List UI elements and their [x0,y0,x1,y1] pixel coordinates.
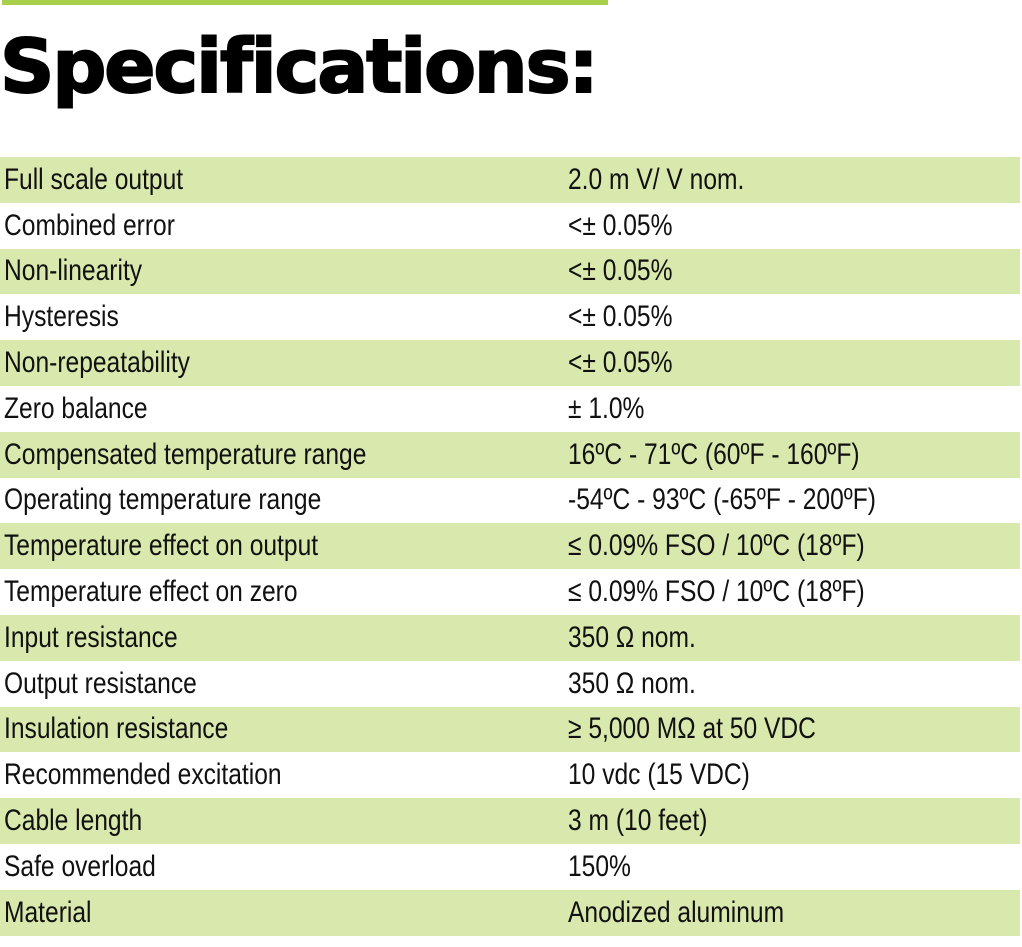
spec-label: Temperature effect on zero [4,575,298,609]
spec-value: 150% [568,849,631,883]
spec-value: <± 0.05% [568,208,673,242]
spec-value: -54ºC - 93ºC (-65ºF - 200ºF) [568,483,876,517]
spec-value: <± 0.05% [568,346,673,380]
spec-row: Hysteresis <± 0.05% [0,294,1020,340]
spec-value: 350 Ω nom. [568,620,696,654]
spec-label: Recommended excitation [4,758,282,792]
spec-label: Material [4,895,92,929]
spec-row: Non-linearity <± 0.05% [0,248,1020,295]
spec-value: 2.0 m V/ V nom. [568,162,745,196]
spec-label: Zero balance [4,391,148,425]
spec-label: Combined error [4,208,175,242]
spec-row: Compensated temperature range 16ºC - 71ºC… [0,431,1020,478]
spec-value: 10 vdc (15 VDC) [568,758,750,792]
spec-label: Temperature effect on output [4,529,319,563]
spec-label: Full scale output [4,162,184,196]
spec-label: Insulation resistance [4,712,229,746]
spec-value: <± 0.05% [568,254,673,288]
top-accent-rule [2,0,608,5]
spec-value: ≤ 0.09% FSO / 10ºC (18ºF) [568,529,865,563]
spec-value: <± 0.05% [568,300,673,334]
spec-row: Combined error <± 0.05% [0,203,1020,249]
spec-row: Non-repeatability <± 0.05% [0,340,1020,386]
spec-row: Recommended excitation 10 vdc (15 VDC) [0,752,1020,798]
spec-label: Input resistance [4,620,178,654]
spec-row: Operating temperature range -54ºC - 93ºC … [0,478,1020,524]
spec-row: Insulation resistance ≥ 5,000 MΩ at 50 VD… [0,706,1020,753]
spec-row: Material Anodized aluminum [0,889,1020,936]
spec-label: Hysteresis [4,300,119,334]
spec-row: Output resistance 350 Ω nom. [0,661,1020,707]
specifications-table: Full scale output 2.0 m V/ V nom. Combine… [0,157,1020,936]
spec-value: ≤ 0.09% FSO / 10ºC (18ºF) [568,575,865,609]
spec-label: Safe overload [4,849,156,883]
spec-value: 16ºC - 71ºC (60ºF - 160ºF) [568,437,860,471]
spec-value: 350 Ω nom. [568,666,696,700]
spec-row: Cable length 3 m (10 feet) [0,798,1020,844]
spec-value: Anodized aluminum [568,895,785,929]
spec-label: Cable length [4,804,143,838]
page-title: Specifications: [0,23,600,111]
spec-row: Input resistance 350 Ω nom. [0,614,1020,661]
spec-label: Operating temperature range [4,483,322,517]
spec-label: Non-repeatability [4,346,190,380]
spec-row: Temperature effect on output ≤ 0.09% FSO … [0,523,1020,570]
spec-value: ± 1.0% [568,391,645,425]
spec-row: Safe overload 150% [0,844,1020,890]
spec-value: ≥ 5,000 MΩ at 50 VDC [568,712,816,746]
spec-label: Non-linearity [4,254,143,288]
spec-label: Output resistance [4,666,197,700]
spec-value: 3 m (10 feet) [568,804,708,838]
spec-label: Compensated temperature range [4,437,367,471]
spec-row: Full scale output 2.0 m V/ V nom. [0,157,1020,203]
spec-row: Zero balance ± 1.0% [0,386,1020,432]
spec-row: Temperature effect on zero ≤ 0.09% FSO / … [0,569,1020,615]
